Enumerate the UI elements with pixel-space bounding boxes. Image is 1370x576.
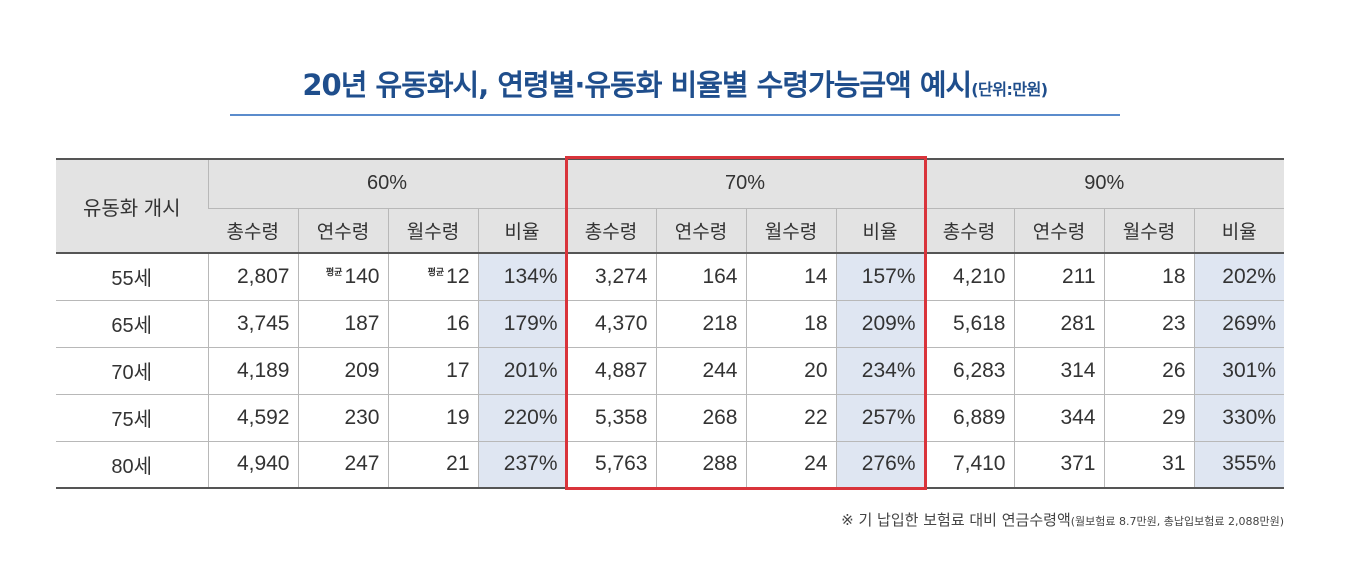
value-cell: 21 bbox=[387, 441, 478, 489]
value-cell: 218 bbox=[655, 300, 746, 348]
value-cell: 평균140 bbox=[297, 253, 388, 301]
value-cell: 5,618 bbox=[923, 300, 1014, 348]
value-cell: 244 bbox=[655, 347, 746, 395]
value-cell: 6,889 bbox=[923, 394, 1014, 442]
sub-header-ratio: 비율 bbox=[477, 208, 566, 254]
value-cell: 20 bbox=[745, 347, 836, 395]
value-cell: 6,283 bbox=[923, 347, 1014, 395]
sub-header-total: 총수령 bbox=[565, 208, 656, 254]
value-cell: 4,210 bbox=[923, 253, 1014, 301]
sub-header-monthly: 월수령 bbox=[1103, 208, 1194, 254]
ratio-cell: 209% bbox=[835, 300, 924, 348]
age-cell: 70세 bbox=[56, 347, 208, 395]
title-main: 20년 유동화시, 연령별·유동화 비율별 수령가능금액 예시 bbox=[302, 68, 972, 102]
value-cell: 371 bbox=[1013, 441, 1104, 489]
value-cell: 7,410 bbox=[923, 441, 1014, 489]
start-age-header: 유동화 개시 bbox=[56, 158, 208, 254]
sub-header-ratio: 비율 bbox=[1193, 208, 1284, 254]
footnote-main: ※ 기 납입한 보험료 대비 연금수령액 bbox=[841, 511, 1071, 529]
ratio-cell: 330% bbox=[1193, 394, 1284, 442]
sub-header-total: 총수령 bbox=[923, 208, 1014, 254]
title-block: 20년 유동화시, 연령별·유동화 비율별 수령가능금액 예시(단위:만원) bbox=[230, 62, 1120, 104]
ratio-cell: 301% bbox=[1193, 347, 1284, 395]
value-cell: 19 bbox=[387, 394, 478, 442]
ratio-cell: 355% bbox=[1193, 441, 1284, 489]
value-cell: 16 bbox=[387, 300, 478, 348]
ratio-cell: 134% bbox=[477, 253, 566, 301]
ratio-cell: 276% bbox=[835, 441, 924, 489]
value-cell: 18 bbox=[745, 300, 836, 348]
value-cell: 288 bbox=[655, 441, 746, 489]
ratio-cell: 237% bbox=[477, 441, 566, 489]
value-cell: 247 bbox=[297, 441, 388, 489]
value-cell: 314 bbox=[1013, 347, 1104, 395]
footnote-detail: (월보험료 8.7만원, 총납입보험료 2,088만원) bbox=[1070, 515, 1284, 528]
sub-header-annual: 연수령 bbox=[1013, 208, 1104, 254]
table-row: 65세 3,745 187 16 179% 4,370 218 18 209% … bbox=[56, 300, 1284, 348]
value-cell: 3,745 bbox=[207, 300, 298, 348]
title-underline bbox=[230, 114, 1120, 116]
ratio-cell: 157% bbox=[835, 253, 924, 301]
value-cell: 22 bbox=[745, 394, 836, 442]
payout-table: 유동화 개시 60% 70% 90% 총수령 연수령 월수령 비율 총수령 연수… bbox=[56, 158, 1284, 489]
age-cell: 80세 bbox=[56, 441, 208, 489]
value-cell: 3,274 bbox=[565, 253, 656, 301]
ratio-cell: 202% bbox=[1193, 253, 1284, 301]
sub-header-total: 총수령 bbox=[208, 208, 298, 254]
ratio-cell: 257% bbox=[835, 394, 924, 442]
value-cell: 209 bbox=[297, 347, 388, 395]
age-cell: 65세 bbox=[56, 300, 208, 348]
title-unit: (단위:만원) bbox=[971, 80, 1048, 99]
table-row: 70세 4,189 209 17 201% 4,887 244 20 234% … bbox=[56, 347, 1284, 395]
value-cell: 31 bbox=[1103, 441, 1194, 489]
value-cell: 26 bbox=[1103, 347, 1194, 395]
value-cell: 24 bbox=[745, 441, 836, 489]
value-cell: 164 bbox=[655, 253, 746, 301]
avg-label: 평균 bbox=[325, 266, 343, 277]
value-cell: 4,940 bbox=[207, 441, 298, 489]
group-header-60: 60% bbox=[207, 158, 566, 209]
value-cell: 211 bbox=[1013, 253, 1104, 301]
sub-header-annual: 연수령 bbox=[297, 208, 388, 254]
table-row: 75세 4,592 230 19 220% 5,358 268 22 257% … bbox=[56, 394, 1284, 442]
sub-header-ratio: 비율 bbox=[835, 208, 924, 254]
value-cell: 5,358 bbox=[565, 394, 656, 442]
value-cell: 230 bbox=[297, 394, 388, 442]
sub-header-monthly: 월수령 bbox=[387, 208, 478, 254]
ratio-cell: 269% bbox=[1193, 300, 1284, 348]
table-row: 80세 4,940 247 21 237% 5,763 288 24 276% … bbox=[56, 441, 1284, 489]
avg-label: 평균 bbox=[427, 266, 445, 277]
ratio-cell: 201% bbox=[477, 347, 566, 395]
value-cell: 4,887 bbox=[565, 347, 656, 395]
age-cell: 75세 bbox=[56, 394, 208, 442]
value-cell: 17 bbox=[387, 347, 478, 395]
value-cell: 4,592 bbox=[207, 394, 298, 442]
group-header-row: 유동화 개시 60% 70% 90% bbox=[56, 158, 1284, 254]
sub-header-annual: 연수령 bbox=[655, 208, 746, 254]
age-cell: 55세 bbox=[56, 253, 208, 301]
value-cell: 29 bbox=[1103, 394, 1194, 442]
page-title: 20년 유동화시, 연령별·유동화 비율별 수령가능금액 예시(단위:만원) bbox=[302, 68, 1048, 102]
sub-header-row: 총수령 연수령 월수령 비율 총수령 연수령 월수령 비율 총수령 연수령 월수… bbox=[56, 208, 1284, 254]
ratio-cell: 220% bbox=[477, 394, 566, 442]
ratio-cell: 234% bbox=[835, 347, 924, 395]
value-cell: 평균12 bbox=[387, 253, 478, 301]
sub-header-monthly: 월수령 bbox=[745, 208, 836, 254]
ratio-cell: 179% bbox=[477, 300, 566, 348]
value-cell: 4,370 bbox=[565, 300, 656, 348]
value-cell: 4,189 bbox=[207, 347, 298, 395]
group-header-70: 70% bbox=[565, 158, 924, 209]
group-header-90: 90% bbox=[923, 158, 1284, 209]
value-cell: 18 bbox=[1103, 253, 1194, 301]
value-cell: 14 bbox=[745, 253, 836, 301]
value-cell: 344 bbox=[1013, 394, 1104, 442]
footnote: ※ 기 납입한 보험료 대비 연금수령액(월보험료 8.7만원, 총납입보험료 … bbox=[841, 509, 1284, 530]
value-cell: 268 bbox=[655, 394, 746, 442]
value-cell: 5,763 bbox=[565, 441, 656, 489]
value-cell: 2,807 bbox=[207, 253, 298, 301]
value-cell: 187 bbox=[297, 300, 388, 348]
value-cell: 23 bbox=[1103, 300, 1194, 348]
table-row: 55세 2,807 평균140 평균12 134% 3,274 164 14 1… bbox=[56, 253, 1284, 301]
value-cell: 281 bbox=[1013, 300, 1104, 348]
